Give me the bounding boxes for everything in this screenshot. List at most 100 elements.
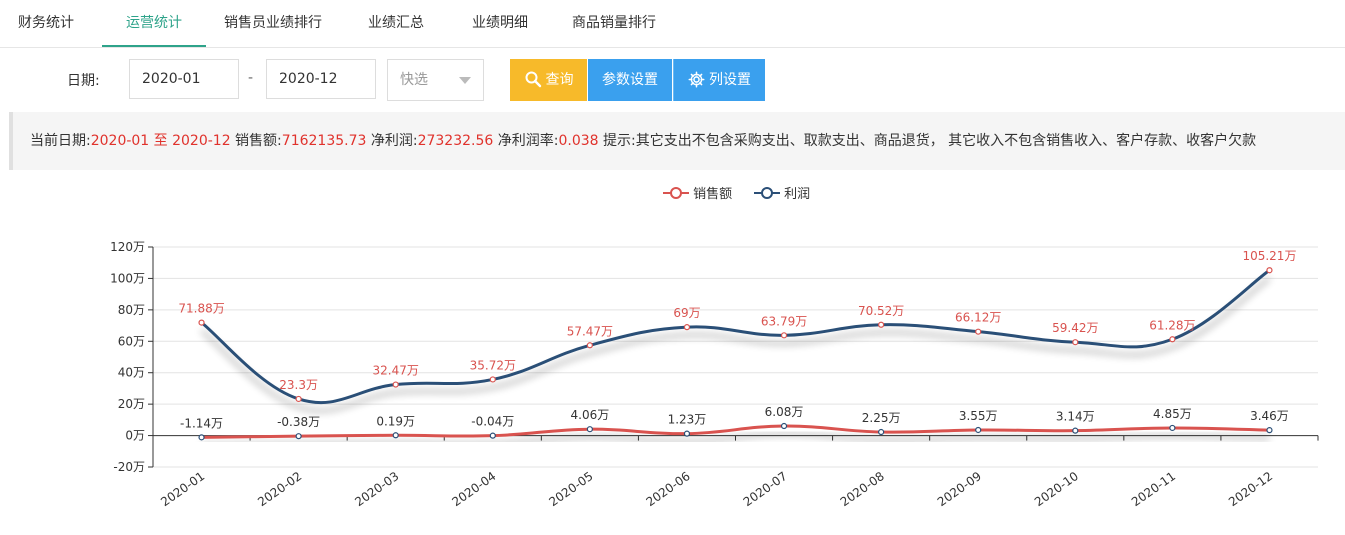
y-tick-label: 80万: [118, 303, 145, 317]
sales-data-label: 61.28万: [1149, 318, 1195, 332]
tab-performance-summary[interactable]: 业绩汇总: [368, 15, 424, 31]
sales-label: 销售额:: [230, 133, 282, 149]
y-tick-label: 120万: [110, 240, 145, 254]
x-tick-label: 2020-09: [935, 469, 984, 509]
tip-text: 提示:其它支出不包含采购支出、取款支出、商品退货， 其它收入不包含销售收入、客户…: [598, 133, 1257, 149]
sales-data-point: [392, 381, 399, 388]
sales-data-label: 35.72万: [470, 358, 516, 372]
sales-data-label: 59.42万: [1052, 321, 1098, 335]
x-tick-label: 2020-06: [644, 469, 693, 509]
profit-data-label: 4.85万: [1153, 407, 1192, 421]
y-tick-label: 60万: [118, 334, 145, 348]
profit-data-label: -0.38万: [277, 415, 320, 429]
sales-value: 7162135.73: [281, 133, 367, 149]
sales-data-point: [295, 395, 302, 403]
profit-data-label: 6.08万: [765, 405, 804, 419]
line-chart: 120万 100万 80万 60万 40万 20万 0万 -20万 2020-01 2020-02…: [110, 240, 1319, 509]
sales-data-point: [489, 376, 496, 383]
tab-salesperson-ranking[interactable]: 销售员业绩排行: [224, 15, 322, 31]
sales-data-label: 32.47万: [373, 364, 419, 378]
sales-data-point: [975, 328, 982, 335]
x-tick-label: 2020-12: [1226, 469, 1275, 509]
search-icon: [525, 71, 541, 88]
start-date-input[interactable]: 2020-01: [129, 59, 239, 99]
y-tick-label: 20万: [118, 397, 145, 411]
sales-data-label: 23.3万: [279, 378, 318, 392]
x-tick-label: 2020-11: [1129, 469, 1178, 509]
sales-data-point: [198, 319, 205, 326]
date-label: 日期:: [67, 73, 100, 89]
y-tick-label: 40万: [118, 366, 145, 380]
profit-data-label: 3.55万: [959, 409, 998, 423]
chart-legend: 销售额 利润: [0, 183, 1345, 203]
profit-data-point: [392, 432, 399, 439]
summary-banner: 当前日期:2020-01 至 2020-12 销售额:7162135.73 净利…: [9, 112, 1345, 170]
legend-sales[interactable]: 销售额: [663, 183, 732, 202]
profit-data-point: [878, 428, 885, 436]
legend-sales-marker: [663, 187, 689, 199]
legend-sales-label: 销售额: [693, 187, 733, 202]
legend-profit-marker: [754, 187, 780, 199]
sales-data-label: 63.79万: [761, 314, 807, 328]
query-button-label: 查询: [545, 72, 574, 88]
column-settings-label: 列设置: [709, 72, 751, 88]
sales-data-label: 69万: [673, 306, 700, 320]
profit-value: 273232.56: [417, 133, 494, 149]
sales-data-label: 105.21万: [1242, 249, 1296, 263]
profit-label: 净利润:: [366, 133, 418, 149]
rate-value: 0.038: [558, 133, 599, 149]
y-tick-label: -20万: [113, 460, 145, 474]
profit-data-label: -0.04万: [471, 415, 514, 429]
x-tick-label: 2020-02: [255, 469, 304, 509]
tab-performance-detail[interactable]: 业绩明细: [472, 15, 528, 31]
y-tick-label: 100万: [110, 271, 145, 285]
rate-label: 净利润率:: [493, 133, 559, 149]
profit-data-point: [780, 422, 788, 430]
gear-icon: [688, 71, 705, 88]
profit-series-line: [201, 424, 1270, 439]
date-separator: -: [248, 70, 254, 86]
profit-data-point: [198, 434, 205, 441]
sales-data-point: [1072, 339, 1079, 346]
sales-data-point: [586, 342, 593, 349]
profit-data-point: [975, 426, 982, 434]
profit-data-label: 3.46万: [1250, 409, 1289, 423]
date-range-value: 2020-01 至 2020-12: [90, 133, 231, 149]
chevron-down-icon: [459, 77, 471, 84]
tab-operation-stats[interactable]: 运营统计: [102, 0, 206, 47]
profit-data-label: -1.14万: [180, 416, 223, 430]
tab-product-sales-ranking[interactable]: 商品销量排行: [572, 15, 656, 31]
quick-select-dropdown[interactable]: 快选: [387, 59, 484, 101]
profit-data-label: 0.19万: [376, 414, 415, 428]
profit-data-point: [1266, 427, 1273, 434]
end-date-input[interactable]: 2020-12: [266, 59, 376, 99]
x-tick-label: 2020-07: [741, 469, 790, 509]
sales-data-point: [780, 332, 788, 339]
x-tick-label: 2020-05: [546, 469, 595, 509]
x-tick-label: 2020-03: [352, 469, 401, 509]
x-tick-label: 2020-01: [158, 469, 207, 509]
profit-data-label: 1.23万: [668, 413, 707, 427]
query-button[interactable]: 查询: [510, 59, 587, 101]
quick-select-value: 快选: [400, 72, 428, 88]
params-settings-button[interactable]: 参数设置: [588, 59, 672, 101]
sales-series-line: [200, 269, 1271, 405]
date-prefix: 当前日期:: [30, 133, 91, 149]
sales-data-label: 66.12万: [955, 311, 1001, 325]
x-tick-label: 2020-10: [1032, 469, 1081, 509]
tab-finance-stats[interactable]: 财务统计: [18, 15, 74, 31]
legend-profit[interactable]: 利润: [754, 183, 810, 202]
profit-data-label: 4.06万: [571, 408, 610, 422]
column-settings-button[interactable]: 列设置: [673, 59, 765, 101]
sales-data-label: 70.52万: [858, 304, 904, 318]
legend-profit-label: 利润: [784, 187, 811, 202]
sales-data-point: [683, 324, 691, 331]
y-tick-label: 0万: [125, 429, 145, 443]
profit-data-point: [489, 432, 496, 439]
profit-data-point: [586, 426, 593, 433]
profit-data-point: [683, 430, 691, 437]
profit-data-point: [1169, 424, 1176, 432]
sales-data-label: 71.88万: [178, 302, 224, 316]
tab-bar: 财务统计 运营统计 销售员业绩排行 业绩汇总 业绩明细 商品销量排行: [0, 0, 1345, 48]
sales-data-point: [1266, 267, 1273, 274]
